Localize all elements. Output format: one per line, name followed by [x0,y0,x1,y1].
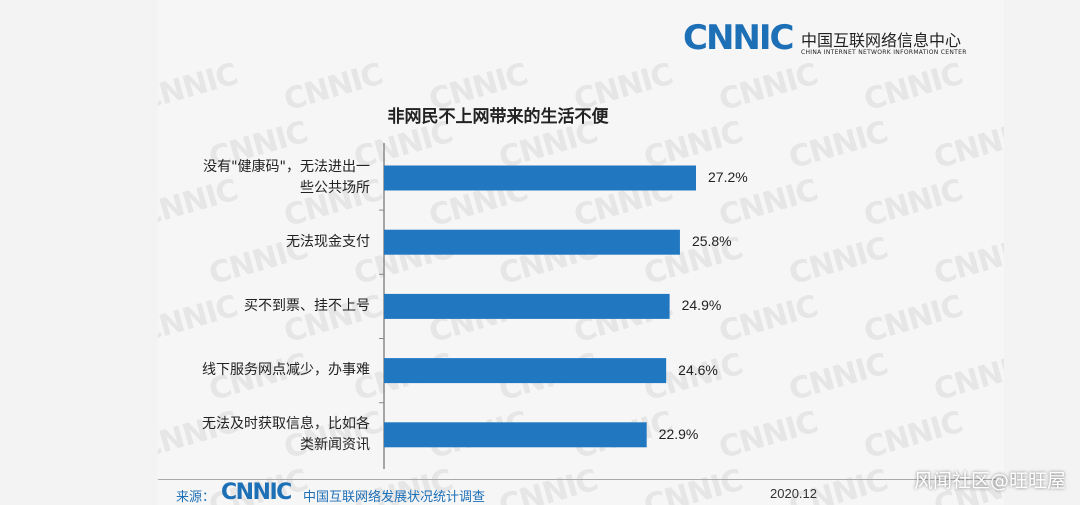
category-label-line: 没有"健康码"，无法进出一 [203,159,370,175]
footer-logo: CNNIC [221,480,292,505]
category-label-line: 无法及时获取信息，比如各 [202,415,370,432]
value-label-2: 25.8% [691,233,732,250]
footer-survey-name: 中国互联网络发展状况统计调查 [303,490,486,505]
category-label-line: 无法现金支付 [286,233,370,250]
bar-4 [384,358,667,384]
value-label-5: 22.9% [658,425,699,442]
site-watermark: 风闻社区@旺旺屋 [913,470,1066,492]
category-label-line: 线下服务网点减少，办事难 [202,362,370,379]
bar-chart [379,143,696,469]
org-name-cn: 中国互联网络信息中心 [801,31,962,50]
value-label-1: 27.2% [708,169,748,185]
footer-divider [158,479,1004,480]
bar-5 [384,422,647,448]
category-label-2: 无法现金支付 [160,232,370,253]
slide: CNNIC CNNIC CNNIC CNNIC CNNIC CNNIC CNNIC CNNIC… [158,0,1004,505]
category-label-3: 买不到票、挂不上号 [160,296,370,317]
footer-source-label: 来源： [176,490,216,505]
footer-date: 2020.12 [770,486,817,501]
bar-1 [384,165,696,191]
category-label-4: 线下服务网点减少，办事难 [160,360,370,381]
bar-2 [384,229,680,255]
bar-3 [384,293,670,319]
cnnic-logo: CNNIC 中国互联网络信息中心 CHINA INTERNET NETWORK … [683,18,1003,63]
logo-wordmark: CNNIC [683,18,794,58]
category-label-line: 些公共场所 [300,180,370,196]
value-label-3: 24.9% [681,297,722,314]
org-name-en: CHINA INTERNET NETWORK INFORMATION CENTE… [801,49,967,56]
value-label-4: 24.6% [678,361,718,378]
category-label-1: 没有"健康码"，无法进出一些公共场所 [160,157,370,199]
chart-title: 非网民不上网带来的生活不便 [387,107,609,127]
category-label-5: 无法及时获取信息，比如各类新闻资讯 [160,414,370,456]
category-label-line: 类新闻资讯 [300,436,370,453]
category-label-line: 买不到票、挂不上号 [244,297,370,314]
